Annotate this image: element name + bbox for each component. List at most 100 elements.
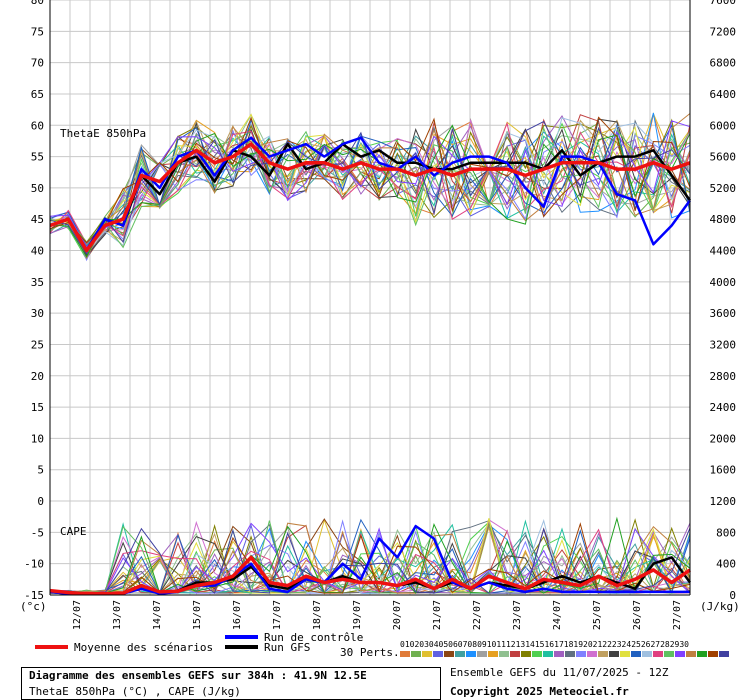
perturbation-swatch <box>554 651 564 657</box>
right-tick-label: 4000 <box>710 276 737 289</box>
left-tick-label: 30 <box>31 307 44 320</box>
date-tick-label: 19/07 <box>352 600 363 630</box>
left-unit-label: (°c) <box>20 600 47 613</box>
left-tick-label: -5 <box>31 526 44 539</box>
date-tick-label: 17/07 <box>272 600 283 630</box>
perturbation-numbers: 0102030405060708091011121314151617181920… <box>400 640 689 649</box>
perturbation-thetae-line <box>49 118 691 248</box>
perturbation-swatch <box>521 651 531 657</box>
perturbation-thetae-line <box>49 121 691 245</box>
right-tick-label: 3200 <box>710 338 737 351</box>
left-tick-label: 20 <box>31 370 44 383</box>
series-thetae-line <box>49 142 692 252</box>
series-thetae-line <box>49 136 692 252</box>
perturbation-swatch <box>587 651 597 657</box>
date-tick-label: 27/07 <box>672 600 683 630</box>
left-tick-label: 60 <box>31 119 44 132</box>
date-tick-label: 25/07 <box>592 600 603 630</box>
left-tick-label: 35 <box>31 276 44 289</box>
series-cape-line <box>49 555 691 596</box>
date-tick-label: 21/07 <box>432 600 443 630</box>
right-tick-label: 3600 <box>710 307 737 320</box>
left-tick-label: 45 <box>31 213 44 226</box>
date-tick-label: 23/07 <box>512 600 523 630</box>
legend-gfs-label: Run GFS <box>264 641 310 654</box>
perturbation-swatch <box>609 651 619 657</box>
perturbation-swatch <box>543 651 553 657</box>
perturbation-thetae-line <box>49 118 691 243</box>
left-tick-label: 15 <box>31 401 44 414</box>
series-thetae-line <box>49 142 691 253</box>
date-tick-label: 20/07 <box>392 600 403 630</box>
perturbation-swatch <box>675 651 685 657</box>
left-tick-label: 25 <box>31 338 44 351</box>
right-tick-label: 7200 <box>710 25 737 38</box>
right-unit-label: (J/kg) <box>700 600 740 613</box>
footer-title: Diagramme des ensembles GEFS sur 384h : … <box>29 669 367 682</box>
perturbation-thetae-line <box>49 118 691 257</box>
legend-mean-label: Moyenne des scénarios <box>74 641 213 654</box>
perturbation-swatch <box>576 651 586 657</box>
right-tick-label: 7600 <box>710 0 737 7</box>
perturbation-swatch <box>532 651 542 657</box>
date-tick-label: 24/07 <box>552 600 563 630</box>
perturbation-swatch <box>686 651 696 657</box>
right-tick-label: 400 <box>716 558 736 571</box>
date-tick-label: 22/07 <box>472 600 483 630</box>
perturbation-swatch <box>664 651 674 657</box>
perturbation-swatch <box>488 651 498 657</box>
left-tick-label: 10 <box>31 432 44 445</box>
left-tick-label: 50 <box>31 182 44 195</box>
right-tick-label: 0 <box>729 589 736 602</box>
series-cape-line <box>49 524 690 595</box>
date-tick-label: 15/07 <box>192 600 203 630</box>
perturbation-thetae-line <box>49 116 691 244</box>
thetae-label: ThetaE 850hPa <box>60 127 146 140</box>
perturbation-swatch <box>653 651 663 657</box>
perturbation-cape-line <box>49 518 691 595</box>
perturbation-thetae-line <box>49 124 691 258</box>
perturbation-swatch <box>477 651 487 657</box>
right-tick-label: 6400 <box>710 88 737 101</box>
perturbation-cape-line <box>49 516 691 595</box>
right-tick-label: 2800 <box>710 370 737 383</box>
left-tick-label: 65 <box>31 88 44 101</box>
left-tick-label: 80 <box>31 0 44 7</box>
right-tick-label: 1600 <box>710 464 737 477</box>
left-tick-label: 55 <box>31 151 44 164</box>
perturbation-swatch <box>631 651 641 657</box>
perturbation-swatch <box>598 651 608 657</box>
perturbation-swatch <box>708 651 718 657</box>
left-tick-label: -15 <box>24 589 44 602</box>
date-tick-label: 12/07 <box>72 600 83 630</box>
left-tick-label: 75 <box>31 25 44 38</box>
grid <box>49 0 691 596</box>
right-tick-label: 5600 <box>710 151 737 164</box>
footer-subtitle: ThetaE 850hPa (°C) , CAPE (J/kg) <box>29 685 241 698</box>
main-series-lines <box>49 136 692 596</box>
right-tick-label: 2400 <box>710 401 737 414</box>
left-tick-label: 0 <box>37 495 44 508</box>
axis-labels: ThetaE 850hPa CAPE (°c) (J/kg) <box>20 127 740 613</box>
date-tick-label: 13/07 <box>112 600 123 630</box>
perturbation-swatch <box>444 651 454 657</box>
right-tick-label: 5200 <box>710 182 737 195</box>
perturbation-swatch <box>565 651 575 657</box>
footer-run: Ensemble GEFS du 11/07/2025 - 12Z <box>450 666 669 679</box>
cape-label: CAPE <box>60 525 87 538</box>
perturbation-swatch <box>466 651 476 657</box>
perturbation-swatch <box>422 651 432 657</box>
legend: Moyenne des scénarios Run de contrôle Ru… <box>35 631 729 659</box>
legend-perts-label: 30 Perts. <box>340 646 400 659</box>
right-tick-label: 2000 <box>710 432 737 445</box>
right-tick-label: 6800 <box>710 57 737 70</box>
date-tick-label: 14/07 <box>152 600 163 630</box>
left-tick-label: 40 <box>31 245 44 258</box>
perturbation-swatch <box>510 651 520 657</box>
perturbation-swatch <box>411 651 421 657</box>
right-tick-label: 800 <box>716 526 736 539</box>
left-tick-label: 70 <box>31 57 44 70</box>
date-tick-label: 16/07 <box>232 600 243 630</box>
legend-control-label: Run de contrôle <box>264 631 363 644</box>
